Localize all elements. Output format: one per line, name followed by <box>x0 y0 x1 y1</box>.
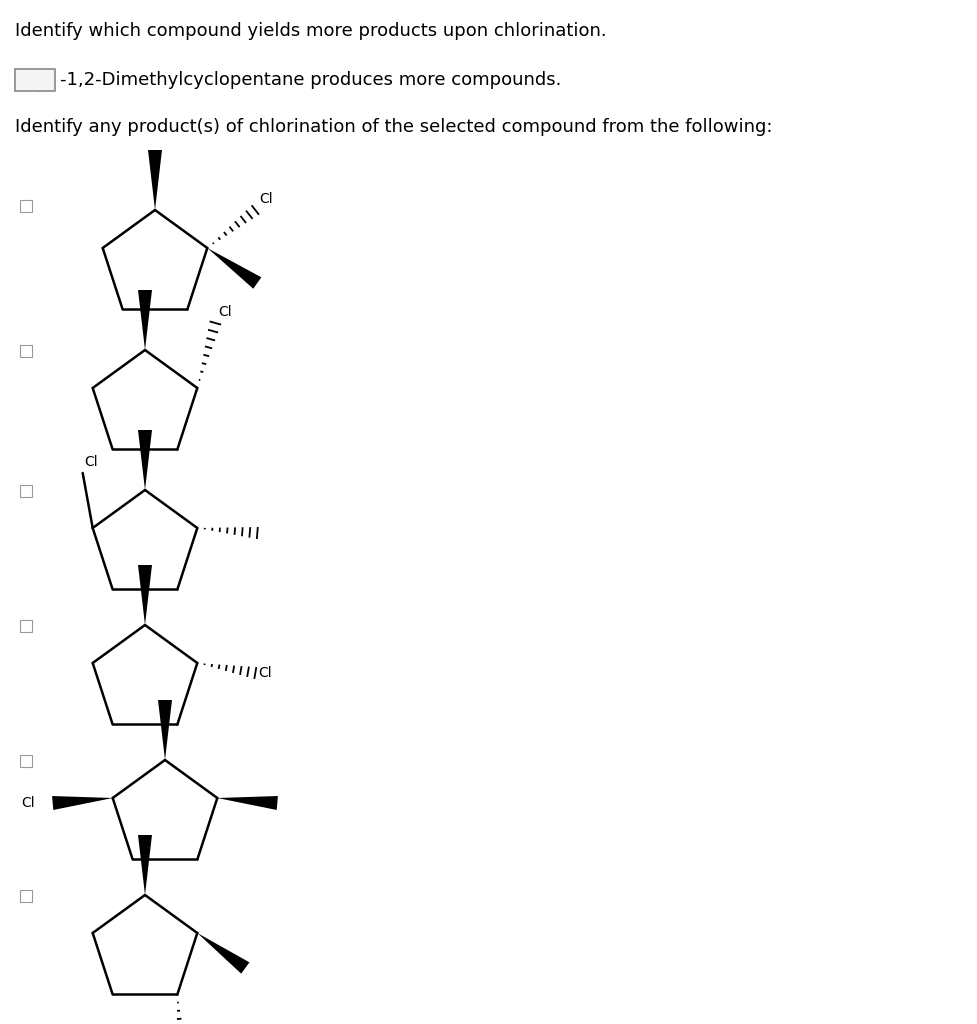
Bar <box>20 200 32 212</box>
Polygon shape <box>197 933 249 974</box>
Polygon shape <box>138 835 152 895</box>
Bar <box>15 69 55 91</box>
Polygon shape <box>52 796 112 810</box>
Polygon shape <box>138 430 152 490</box>
Polygon shape <box>207 248 261 289</box>
Text: Cl: Cl <box>21 796 35 810</box>
Polygon shape <box>148 150 162 210</box>
Text: Identify which compound yields more products upon chlorination.: Identify which compound yields more prod… <box>15 22 607 40</box>
Bar <box>20 485 32 497</box>
Text: Cl: Cl <box>258 666 272 680</box>
Polygon shape <box>217 796 277 810</box>
Text: ▲: ▲ <box>44 75 50 81</box>
Text: -1,2-Dimethylcyclopentane produces more compounds.: -1,2-Dimethylcyclopentane produces more … <box>60 71 562 89</box>
Bar <box>20 890 32 902</box>
Bar <box>20 620 32 632</box>
Text: Cl: Cl <box>259 193 273 206</box>
Text: ▼: ▼ <box>44 81 50 87</box>
Bar <box>20 755 32 767</box>
Polygon shape <box>138 565 152 625</box>
Polygon shape <box>158 700 172 760</box>
Bar <box>20 345 32 357</box>
Text: Cl: Cl <box>218 305 232 319</box>
Text: Identify any product(s) of chlorination of the selected compound from the follow: Identify any product(s) of chlorination … <box>15 118 773 136</box>
Polygon shape <box>138 290 152 350</box>
Text: Cl: Cl <box>85 455 99 469</box>
